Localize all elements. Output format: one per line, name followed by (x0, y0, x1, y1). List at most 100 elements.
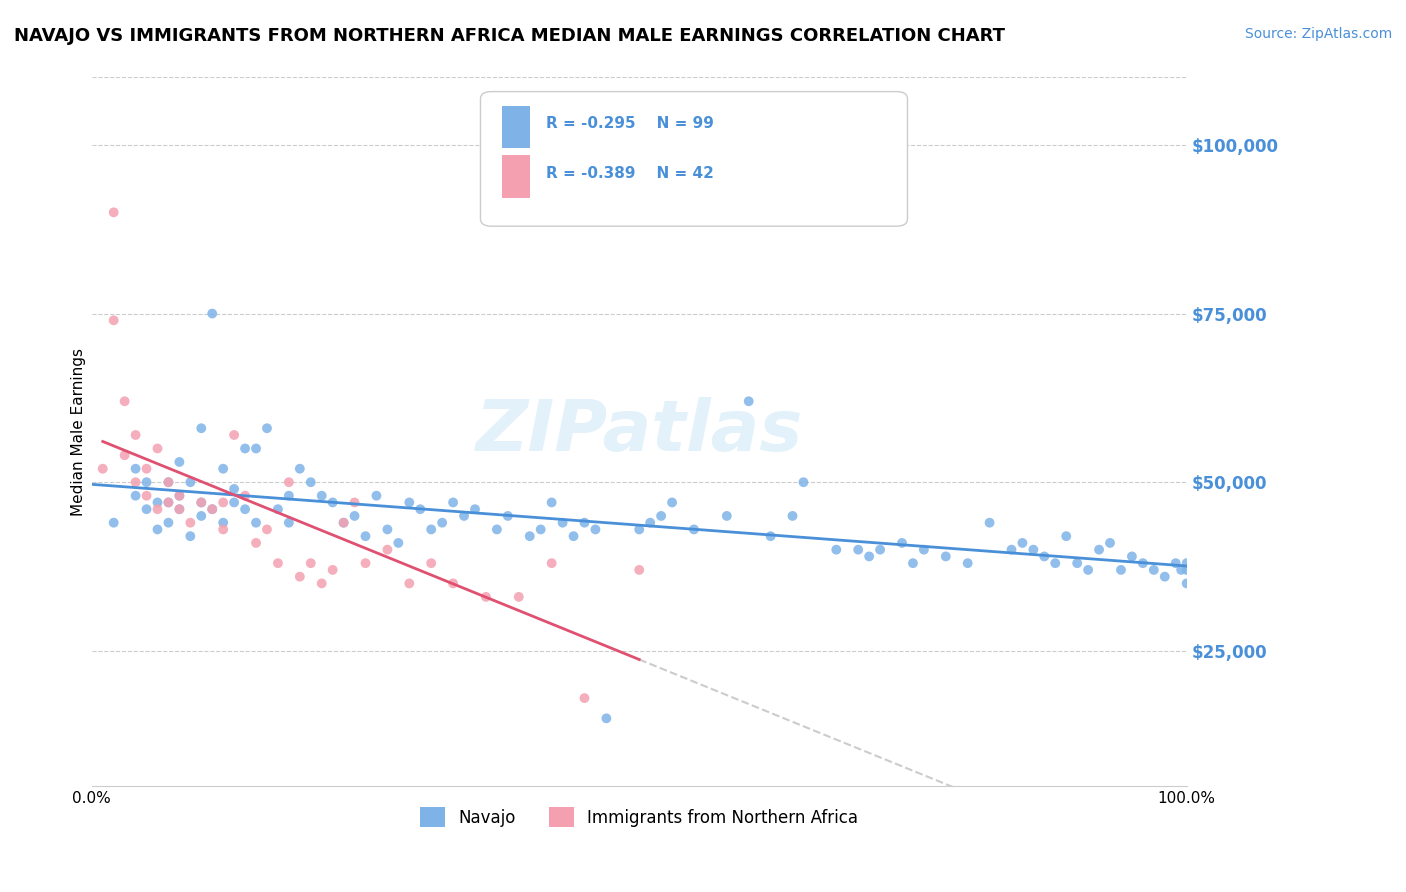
Point (311, 576, 333, 591)
Point (157, 475, 180, 490)
Point (683, 523, 706, 537)
Point (441, 576, 464, 591)
Point (245, 516, 267, 530)
Point (343, 508, 366, 523)
Point (1000, 542, 1022, 557)
Point (157, 475, 180, 490)
Point (332, 516, 354, 530)
Point (201, 502, 224, 516)
Point (935, 549, 957, 564)
Point (146, 502, 169, 516)
Point (212, 495, 235, 509)
Point (540, 495, 562, 509)
Point (124, 428, 146, 442)
Point (135, 502, 157, 516)
Point (530, 523, 553, 537)
Point (124, 489, 146, 503)
Point (135, 489, 157, 503)
Point (496, 508, 519, 523)
Point (912, 542, 935, 557)
Point (1170, 563, 1192, 577)
Point (169, 455, 191, 469)
Point (190, 508, 212, 523)
Point (343, 495, 366, 509)
Point (485, 523, 508, 537)
FancyBboxPatch shape (481, 92, 907, 227)
Point (233, 502, 256, 516)
Point (179, 516, 201, 530)
Point (398, 495, 420, 509)
Y-axis label: Median Male Earnings: Median Male Earnings (72, 348, 86, 516)
Point (377, 523, 399, 537)
Point (201, 307, 224, 321)
Point (716, 508, 738, 523)
Point (475, 590, 498, 604)
Point (377, 542, 399, 557)
Point (398, 576, 420, 591)
Point (738, 394, 761, 409)
Point (114, 448, 136, 462)
Point (574, 691, 596, 706)
Point (114, 394, 136, 409)
Point (387, 536, 409, 550)
Point (1153, 569, 1175, 583)
Point (1175, 556, 1198, 570)
Point (354, 529, 377, 543)
Point (190, 421, 212, 435)
Point (1033, 549, 1056, 564)
Point (638, 516, 661, 530)
Point (1045, 556, 1067, 570)
Point (233, 442, 256, 456)
Point (224, 482, 246, 496)
Point (157, 495, 180, 509)
Point (322, 563, 344, 577)
Point (91, 461, 114, 475)
Point (224, 428, 246, 442)
Point (409, 502, 432, 516)
Point (288, 569, 311, 583)
Point (1109, 563, 1132, 577)
Point (135, 475, 157, 490)
Point (628, 523, 651, 537)
Point (299, 475, 322, 490)
Point (267, 556, 290, 570)
Point (201, 502, 224, 516)
Point (179, 475, 201, 490)
Point (1132, 556, 1154, 570)
Point (212, 461, 235, 475)
Point (782, 508, 804, 523)
Point (224, 495, 246, 509)
Point (146, 495, 169, 509)
Point (299, 556, 322, 570)
Point (551, 516, 574, 530)
Legend: Navajo, Immigrants from Northern Africa: Navajo, Immigrants from Northern Africa (413, 800, 865, 834)
Point (169, 489, 191, 503)
Point (825, 542, 848, 557)
Point (792, 475, 814, 490)
Text: R = -0.295    N = 99: R = -0.295 N = 99 (546, 116, 714, 131)
Point (519, 529, 541, 543)
Point (858, 549, 880, 564)
Point (233, 489, 256, 503)
Point (1098, 536, 1121, 550)
Point (453, 508, 475, 523)
Point (277, 489, 299, 503)
Point (420, 523, 443, 537)
Point (288, 461, 311, 475)
Point (595, 711, 617, 725)
Point (508, 590, 530, 604)
Point (1121, 549, 1143, 564)
Point (169, 502, 191, 516)
Point (583, 523, 606, 537)
Point (212, 523, 235, 537)
Point (956, 556, 979, 570)
Point (179, 529, 201, 543)
Text: NAVAJO VS IMMIGRANTS FROM NORTHERN AFRICA MEDIAN MALE EARNINGS CORRELATION CHART: NAVAJO VS IMMIGRANTS FROM NORTHERN AFRIC… (14, 27, 1005, 45)
Point (1164, 556, 1187, 570)
Text: ZIPatlas: ZIPatlas (475, 397, 803, 467)
Point (157, 516, 180, 530)
Point (103, 205, 125, 219)
Point (103, 516, 125, 530)
Point (1066, 556, 1088, 570)
Point (277, 516, 299, 530)
